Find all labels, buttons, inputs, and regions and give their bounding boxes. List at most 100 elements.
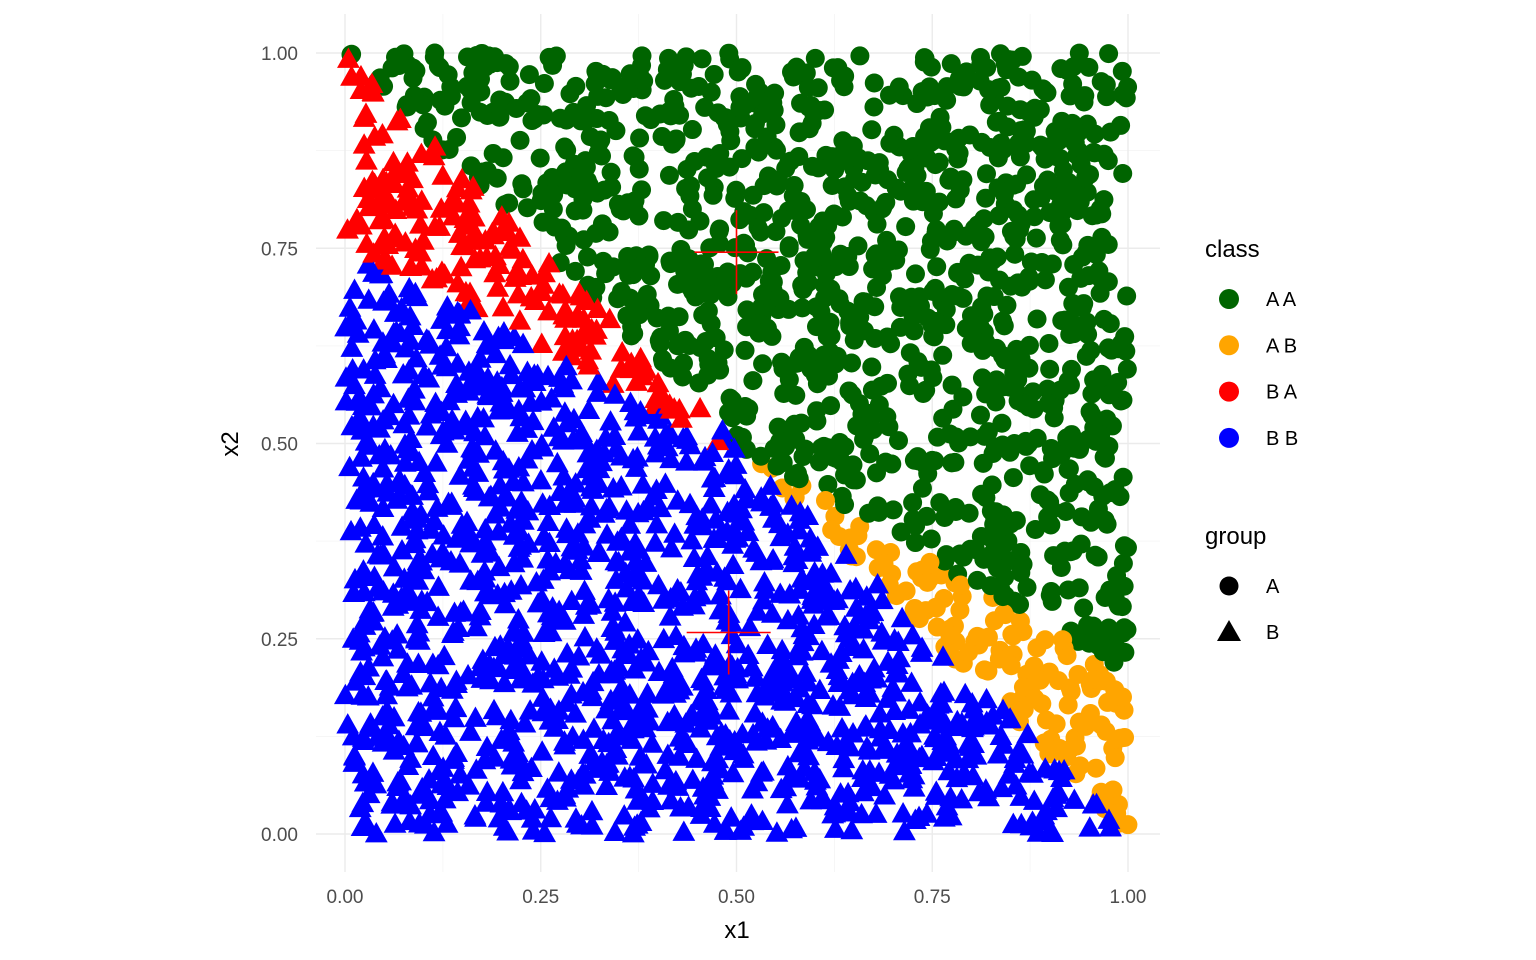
point-class-aa [1071,155,1091,175]
point-class-bb [1038,818,1062,840]
point-class-ba [480,221,504,243]
point-class-bb [488,473,512,495]
point-class-bb [530,650,554,671]
point-class-bb [444,696,468,717]
point-class-bb [603,383,627,404]
point-class-bb [709,584,732,605]
point-class-bb [366,576,390,597]
point-class-aa [835,437,855,457]
point-class-aa [1061,542,1081,562]
point-class-bb [396,754,420,776]
point-class-aa [821,396,841,416]
point-class-bb [553,783,577,804]
point-class-bb [604,620,628,641]
point-class-aa [703,185,723,205]
point-class-aa [860,444,880,464]
point-class-aa [948,286,968,306]
point-class-bb [468,599,492,621]
point-class-aa [940,424,960,444]
point-class-ba [634,358,658,379]
point-class-bb [417,480,440,501]
point-class-bb [627,584,651,605]
point-class-aa [935,508,955,528]
point-class-bb [509,768,533,790]
point-class-bb [462,474,485,495]
point-class-ba [448,222,471,243]
point-class-ba [490,205,514,226]
point-class-aa [1058,460,1078,480]
point-class-aa [701,82,721,102]
point-class-bb [1043,758,1067,779]
point-class-bb [440,494,463,515]
point-class-bb [348,406,372,427]
point-class-aa [682,120,702,140]
point-class-bb [405,285,429,307]
point-class-bb [824,817,847,838]
point-class-bb [729,577,752,599]
point-class-bb [510,490,533,511]
point-class-ba [508,226,532,247]
point-class-aa [1016,431,1036,451]
point-class-bb [473,580,497,602]
point-class-aa [1026,228,1046,248]
point-class-aa [732,427,752,447]
point-class-bb [784,816,808,837]
point-class-bb [538,494,562,515]
point-class-bb [466,359,489,381]
point-class-ba [336,218,359,239]
point-class-aa [991,77,1011,97]
point-class-bb [477,334,501,355]
point-class-aa [927,257,947,277]
point-class-bb [382,555,406,577]
point-class-ba [410,255,434,276]
point-class-aa [946,189,966,209]
point-class-bb [699,493,723,514]
point-class-aa [891,522,911,542]
point-class-aa [1109,596,1129,616]
point-class-aa [1005,379,1025,399]
point-class-bb [623,658,647,679]
point-class-aa [1045,121,1065,141]
point-class-ab [815,491,835,511]
point-class-aa [719,402,739,422]
point-class-bb [658,605,682,626]
point-class-aa [1042,500,1062,520]
point-class-bb [551,429,575,450]
point-class-aa [1030,485,1050,505]
point-class-ab [1034,733,1054,753]
point-class-aa [1112,61,1132,81]
point-class-bb [851,780,875,802]
point-class-bb [595,523,619,544]
point-class-ba [337,47,360,68]
point-class-aa [692,49,712,69]
point-class-aa [912,82,932,102]
point-class-bb [741,809,765,831]
point-class-bb [744,666,768,687]
x-tick-labels: 0.00 0.25 0.50 0.75 1.00 [327,887,1147,908]
point-class-ba [503,266,527,287]
point-class-aa [850,191,870,211]
point-class-bb [775,793,799,814]
point-class-aa [863,259,883,279]
point-class-aa [791,215,811,235]
point-class-aa [753,285,773,305]
point-class-bb [447,323,471,345]
point-class-aa [831,71,851,91]
point-class-aa [726,180,746,200]
point-class-bb [489,792,513,813]
point-class-bb [341,724,365,746]
point-class-ba [431,164,455,185]
point-class-bb [426,605,450,626]
point-class-aa [746,74,766,94]
point-class-ba [441,205,465,226]
point-class-aa [1054,172,1074,192]
point-class-bb [1078,816,1102,837]
point-class-aa [809,452,829,472]
point-class-aa [869,153,889,173]
point-class-aa [923,368,943,388]
point-class-bb [655,435,679,457]
point-class-aa [789,123,809,143]
point-class-bb [392,662,415,683]
point-class-aa [751,222,771,242]
point-class-bb [915,802,939,823]
